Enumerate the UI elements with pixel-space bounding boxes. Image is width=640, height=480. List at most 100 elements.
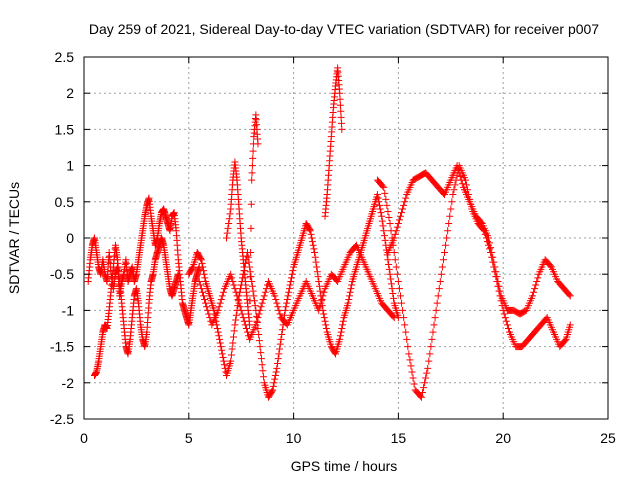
data-point: [386, 220, 394, 228]
data-point: [258, 361, 266, 369]
y-tick-label: -0.5: [50, 266, 74, 282]
data-point: [201, 296, 209, 304]
data-point: [255, 310, 263, 318]
data-point: [377, 209, 385, 217]
data-point: [381, 236, 389, 244]
data-point: [439, 256, 447, 264]
data-point: [438, 263, 446, 271]
data-point: [566, 292, 574, 300]
data-point: [390, 248, 398, 256]
y-tick-labels: -2.5 -2 -1.5 -1 -0.5 0 0.5 1 1.5 2 2.5: [50, 49, 74, 427]
data-point: [289, 267, 297, 275]
data-point: [393, 270, 401, 278]
data-point: [246, 273, 254, 281]
data-point: [485, 234, 493, 242]
data-point: [331, 349, 339, 357]
data-point: [232, 311, 240, 319]
data-point: [385, 261, 393, 269]
data-point: [273, 364, 281, 372]
data-point: [396, 212, 404, 220]
data-point: [420, 384, 428, 392]
data-point: [254, 140, 262, 148]
data-point: [270, 379, 278, 387]
data-point: [230, 281, 238, 289]
data-point: [320, 310, 328, 318]
data-point: [196, 281, 204, 289]
data-point: [337, 119, 345, 127]
data-point: [336, 335, 344, 343]
data-point: [381, 189, 389, 197]
data-point: [386, 270, 394, 278]
data-point: [546, 262, 554, 270]
data-point: [268, 387, 276, 395]
y-tick-label: 1: [66, 158, 74, 174]
data-point: [278, 331, 286, 339]
data-point: [246, 321, 254, 329]
data-point: [214, 328, 222, 336]
data-point: [441, 248, 449, 256]
data-point: [495, 282, 503, 290]
data-point: [378, 217, 386, 225]
data-point: [489, 253, 497, 261]
data-point: [195, 277, 203, 285]
series-trace-b: [90, 234, 182, 380]
data-point: [225, 215, 233, 223]
data-point: [423, 369, 431, 377]
data-point: [249, 154, 257, 162]
data-point: [383, 201, 391, 209]
data-point: [216, 335, 224, 343]
data-point: [388, 285, 396, 293]
data-point: [197, 285, 205, 293]
data-point: [403, 335, 411, 343]
data-point: [430, 321, 438, 329]
data-point: [399, 205, 407, 213]
data-point: [275, 306, 283, 314]
chart-title: Day 259 of 2021, Sidereal Day-to-day VTE…: [89, 21, 599, 37]
data-point: [416, 392, 424, 400]
data-point: [308, 238, 316, 246]
data-point: [321, 317, 329, 325]
data-point: [382, 195, 390, 203]
data-point: [454, 165, 462, 173]
data-point: [320, 288, 328, 296]
data-point: [286, 281, 294, 289]
data-point: [227, 351, 235, 359]
data-point: [202, 299, 210, 307]
data-point: [200, 270, 208, 278]
data-point: [232, 288, 240, 296]
data-point: [204, 306, 212, 314]
data-point: [269, 382, 277, 390]
data-point: [308, 234, 316, 242]
data-point: [492, 268, 500, 276]
data-point: [486, 239, 494, 247]
data-point: [254, 314, 262, 322]
data-point: [236, 303, 244, 311]
data-point: [391, 256, 399, 264]
series-trace-d: [195, 241, 398, 343]
data-point: [390, 234, 398, 242]
data-point: [260, 373, 268, 381]
data-point: [437, 270, 445, 278]
data-point: [456, 172, 464, 180]
data-point: [344, 299, 352, 307]
data-point: [338, 325, 346, 332]
y-tick-label: -1.5: [50, 339, 74, 355]
axis-ticks: [83, 56, 609, 420]
data-point: [199, 267, 207, 275]
x-tick-label: 20: [495, 430, 511, 446]
data-point: [393, 223, 401, 231]
data-point: [316, 303, 324, 311]
data-point: [384, 207, 392, 215]
data-point: [316, 287, 324, 295]
data-point: [213, 325, 221, 332]
data-point: [339, 321, 347, 329]
data-point: [230, 333, 238, 341]
data-point: [237, 306, 245, 314]
data-point: [319, 292, 327, 300]
data-point: [320, 314, 328, 322]
data-point: [425, 357, 433, 365]
data-point: [309, 241, 317, 249]
data-point: [223, 234, 231, 242]
data-point: [281, 306, 289, 314]
data-point: [455, 169, 463, 177]
